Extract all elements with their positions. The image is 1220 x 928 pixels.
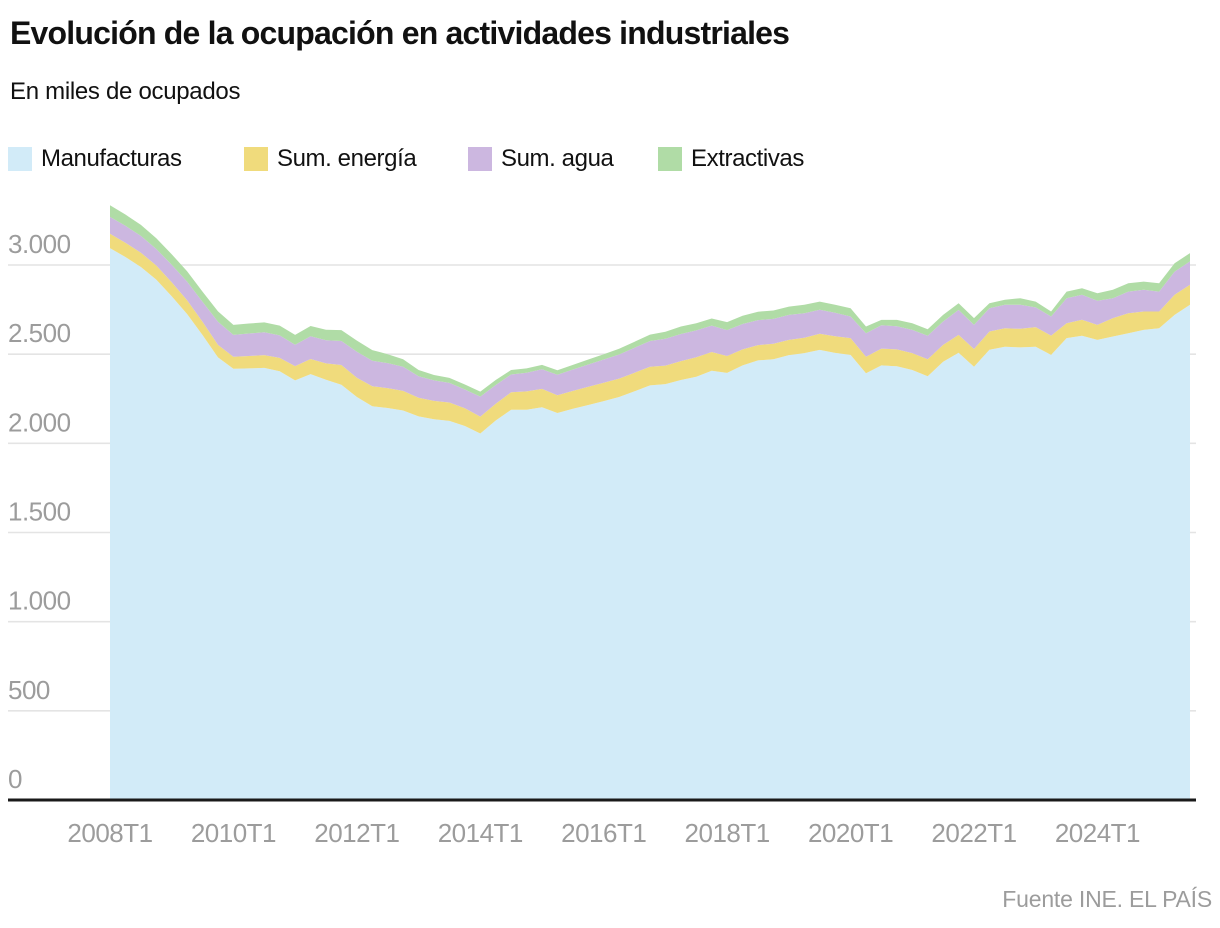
legend-item-agua: Sum. agua <box>468 145 614 173</box>
y-tick-label: 1.000 <box>8 586 71 616</box>
legend-label: Extractivas <box>691 145 804 172</box>
legend-item-energia: Sum. energía <box>244 145 417 173</box>
legend: Manufacturas Sum. energía Sum. agua Extr… <box>0 145 1220 173</box>
y-tick-label: 500 <box>8 675 50 705</box>
x-tick-label: 2010T1 <box>191 818 276 848</box>
x-tick-label: 2024T1 <box>1055 818 1140 848</box>
legend-item-extractivas: Extractivas <box>658 145 804 173</box>
x-tick-label: 2016T1 <box>561 818 646 848</box>
legend-swatch-energia-icon <box>244 147 268 171</box>
x-tick-label: 2014T1 <box>438 818 523 848</box>
page-subtitle: En miles de ocupados <box>10 78 241 105</box>
legend-swatch-extractivas-icon <box>658 147 682 171</box>
x-tick-label: 2008T1 <box>67 818 152 848</box>
area-manufacturas <box>110 248 1190 801</box>
legend-label: Manufacturas <box>41 145 182 172</box>
page-title: Evolución de la ocupación en actividades… <box>10 15 790 51</box>
y-tick-label: 2.500 <box>8 318 71 348</box>
area-sum-agua <box>110 216 1190 417</box>
legend-swatch-manufacturas-icon <box>8 147 32 171</box>
legend-label: Sum. agua <box>501 145 614 172</box>
legend-item-manufacturas: Manufacturas <box>8 145 182 173</box>
y-tick-label: 0 <box>8 764 22 794</box>
y-tick-label: 3.000 <box>8 229 71 259</box>
legend-label: Sum. energía <box>277 145 417 172</box>
legend-swatch-agua-icon <box>468 147 492 171</box>
y-tick-label: 2.000 <box>8 407 71 437</box>
x-tick-label: 2018T1 <box>685 818 770 848</box>
x-tick-label: 2022T1 <box>931 818 1016 848</box>
source-credit: Fuente INE. EL PAÍS <box>1002 886 1212 912</box>
x-tick-label: 2012T1 <box>314 818 399 848</box>
x-tick-label: 2020T1 <box>808 818 893 848</box>
y-tick-label: 1.500 <box>8 497 71 527</box>
